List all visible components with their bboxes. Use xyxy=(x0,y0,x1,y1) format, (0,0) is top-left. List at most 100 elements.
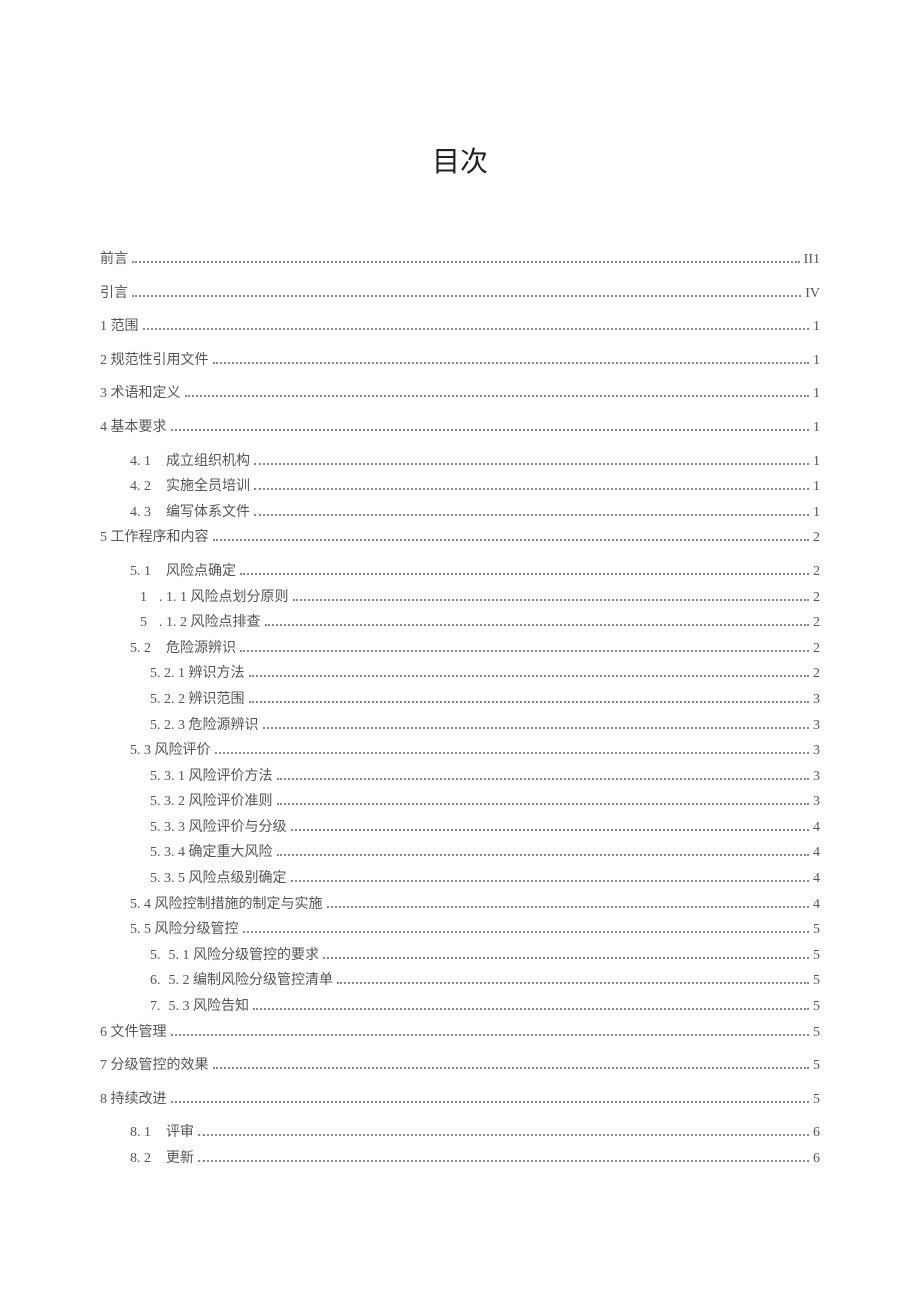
toc-entry-text: 5. 3. 4 确定重大风险 xyxy=(150,845,273,860)
toc-entry-title: 1. 1. 1 风险点划分原则 xyxy=(140,588,289,608)
toc-page-number: 5 xyxy=(813,1056,820,1076)
toc-page-number: 4 xyxy=(813,895,820,915)
toc-entry-text: 实施全员培训 xyxy=(166,479,250,494)
toc-entry-title: 5. 3. 2 风险评价准则 xyxy=(150,792,273,812)
toc-entry-number: 4. 3 xyxy=(130,503,166,523)
toc-leader-dots xyxy=(254,463,809,465)
toc-leader-dots xyxy=(171,429,810,431)
toc-page-number: 1 xyxy=(813,452,820,472)
toc-leader-dots xyxy=(249,675,810,677)
toc-entry-text: 更新 xyxy=(166,1151,194,1166)
toc-page-number: IV xyxy=(805,284,820,304)
toc-entry: 1 范围1 xyxy=(100,317,820,337)
toc-entry-text: 6 文件管理 xyxy=(100,1025,167,1040)
toc-entry: 5. 3. 3 风险评价与分级4 xyxy=(150,818,820,838)
toc-entry: 5. 2. 2 辨识范围 3 xyxy=(150,690,820,710)
toc-page-number: 5 xyxy=(813,920,820,940)
toc-entry: 8. 2更新6 xyxy=(130,1149,820,1169)
toc-leader-dots xyxy=(291,829,810,831)
toc-entry: 8 持续改进5 xyxy=(100,1090,820,1110)
toc-entry-text: 5. 2 编制风险分级管控清单 xyxy=(169,973,334,988)
toc-entry-title: 1 范围 xyxy=(100,317,139,337)
toc-entry-text: 5 工作程序和内容 xyxy=(100,530,209,545)
toc-leader-dots xyxy=(277,778,810,780)
toc-entry-text: 成立组织机构 xyxy=(166,454,250,469)
toc-entry-text: 危险源辨识 xyxy=(166,641,236,656)
toc-leader-dots xyxy=(198,1134,809,1136)
toc-leader-dots xyxy=(143,328,810,330)
toc-entry-title: 5. 3. 1 风险评价方法 xyxy=(150,767,273,787)
toc-entry: 1. 1. 1 风险点划分原则 2 xyxy=(140,588,820,608)
toc-entry-title: 引言 xyxy=(100,284,128,304)
toc-entry: 4. 1成立组织机构 1 xyxy=(130,452,820,472)
toc-entry-title: 3 术语和定义 xyxy=(100,384,181,404)
toc-entry-title: 4 基本要求 xyxy=(100,418,167,438)
toc-entry-text: 5. 2. 3 危险源辨识 xyxy=(150,718,259,733)
toc-entry-text: 2 规范性引用文件 xyxy=(100,353,209,368)
toc-entry-text: 3 术语和定义 xyxy=(100,386,181,401)
toc-entry-text: 1 范围 xyxy=(100,319,139,334)
toc-page-number: 4 xyxy=(813,843,820,863)
toc-entry-text: 5. 2. 1 辨识方法 xyxy=(150,666,245,681)
toc-entry-title: 8. 1评审 xyxy=(130,1123,194,1143)
toc-entry: 5. 3. 4 确定重大风险 4 xyxy=(150,843,820,863)
toc-page-number: 5 xyxy=(813,971,820,991)
toc-entry-title: 4. 2实施全员培训 xyxy=(130,477,250,497)
toc-leader-dots xyxy=(327,906,810,908)
toc-entry: 引言 IV xyxy=(100,284,820,304)
toc-leader-dots xyxy=(215,752,810,754)
toc-leader-dots xyxy=(254,488,809,490)
toc-entry-text: 7 分级管控的效果 xyxy=(100,1058,209,1073)
toc-page-number: 1 xyxy=(813,477,820,497)
toc-leader-dots xyxy=(253,1008,809,1010)
toc-leader-dots xyxy=(323,957,809,959)
toc-entry-title: 5. 1风险点确定 xyxy=(130,562,236,582)
toc-entry-title: 5. 2危险源辨识 xyxy=(130,639,236,659)
toc-leader-dots xyxy=(277,803,810,805)
toc-entry-number: 1 xyxy=(140,588,147,608)
toc-entry-title: 5. 5 风险分级管控 xyxy=(130,920,239,940)
toc-entry: 5. 2危险源辨识2 xyxy=(130,639,820,659)
toc-entry-title: 5. 2. 3 危险源辨识 xyxy=(150,716,259,736)
toc-entry: 7 分级管控的效果 5 xyxy=(100,1056,820,1076)
toc-page-number: 1 xyxy=(813,503,820,523)
toc-leader-dots xyxy=(198,1160,809,1162)
toc-entry-text: 风险点确定 xyxy=(166,564,236,579)
toc-entry-text: 5. 3. 5 风险点级别确定 xyxy=(150,871,287,886)
toc-entry-title: 5.5. 1 风险分级管控的要求 xyxy=(150,946,319,966)
toc-entry-title: 5. 4 风险控制措施的制定与实施 xyxy=(130,895,323,915)
toc-entry-title: 4. 1成立组织机构 xyxy=(130,452,250,472)
toc-leader-dots xyxy=(249,701,810,703)
toc-entry-number: 7. xyxy=(150,997,161,1017)
toc-entry-number: 4. 2 xyxy=(130,477,166,497)
toc-entry-title: 5. 1. 2 风险点排查 xyxy=(140,613,261,633)
toc-entry-title: 8 持续改进 xyxy=(100,1090,167,1110)
toc-leader-dots xyxy=(171,1034,810,1036)
toc-page-number: 5 xyxy=(813,1023,820,1043)
toc-container: 前言II1引言IV1 范围12 规范性引用文件13 术语和定义14 基本要求14… xyxy=(100,250,820,1169)
toc-entry: 5. 2. 1 辨识方法2 xyxy=(150,664,820,684)
toc-entry-text: 5. 4 风险控制措施的制定与实施 xyxy=(130,897,323,912)
toc-entry-text: . 1. 2 风险点排查 xyxy=(159,615,261,630)
toc-entry-text: 5. 3. 1 风险评价方法 xyxy=(150,769,273,784)
toc-entry: 5. 3. 5 风险点级别确定4 xyxy=(150,869,820,889)
toc-page-number: 3 xyxy=(813,690,820,710)
toc-entry-text: 5. 2. 2 辨识范围 xyxy=(150,692,245,707)
toc-leader-dots xyxy=(240,573,809,575)
toc-leader-dots xyxy=(132,295,801,297)
toc-page-number: 2 xyxy=(813,588,820,608)
toc-entry-text: 引言 xyxy=(100,286,128,301)
toc-page-number: 3 xyxy=(813,767,820,787)
toc-page-number: 1 xyxy=(813,384,820,404)
toc-leader-dots xyxy=(243,931,810,933)
toc-leader-dots xyxy=(213,539,810,541)
toc-entry: 8. 1评审6 xyxy=(130,1123,820,1143)
toc-entry-title: 8. 2更新 xyxy=(130,1149,194,1169)
toc-leader-dots xyxy=(213,1067,810,1069)
toc-leader-dots xyxy=(277,854,810,856)
toc-entry-number: 5. xyxy=(150,946,161,966)
toc-entry-number: 6. xyxy=(150,971,161,991)
toc-entry-title: 7 分级管控的效果 xyxy=(100,1056,209,1076)
toc-entry-text: 5. 3. 3 风险评价与分级 xyxy=(150,820,287,835)
toc-entry: 4 基本要求1 xyxy=(100,418,820,438)
